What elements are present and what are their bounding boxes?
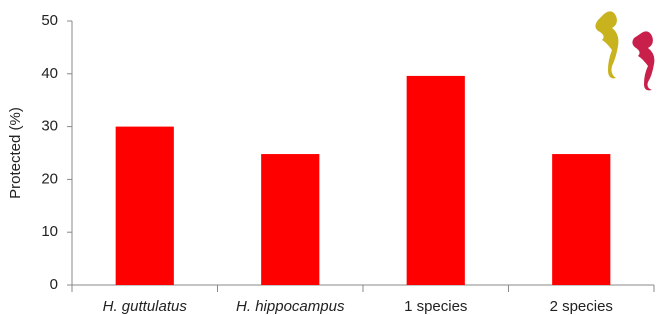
y-tick-label: 10 [41, 223, 58, 240]
x-tick-label: 2 species [550, 298, 613, 315]
y-axis-label: Protected (%) [7, 107, 24, 199]
y-tick-label: 40 [41, 65, 58, 82]
page: {"chart_data": {"type": "bar", "y_label"… [0, 0, 657, 315]
seahorse-yellow [595, 11, 618, 78]
chart: Protected (%) 0 10 20 30 40 50 H. guttulatus H.… [0, 0, 657, 315]
x-tick-label: 1 species [404, 298, 467, 315]
y-tick-label: 20 [41, 170, 58, 187]
seahorse-red [632, 31, 654, 90]
y-tick-label: 0 [50, 276, 58, 293]
bar [261, 154, 319, 285]
seahorse-icons [595, 11, 654, 90]
y-tick-label: 50 [41, 12, 58, 29]
bar [407, 76, 465, 285]
bar [552, 154, 610, 285]
x-tick-label: H. guttulatus [103, 298, 188, 315]
bar [116, 127, 174, 285]
x-tick-label: H. hippocampus [236, 298, 345, 315]
y-tick-label: 30 [41, 118, 58, 135]
